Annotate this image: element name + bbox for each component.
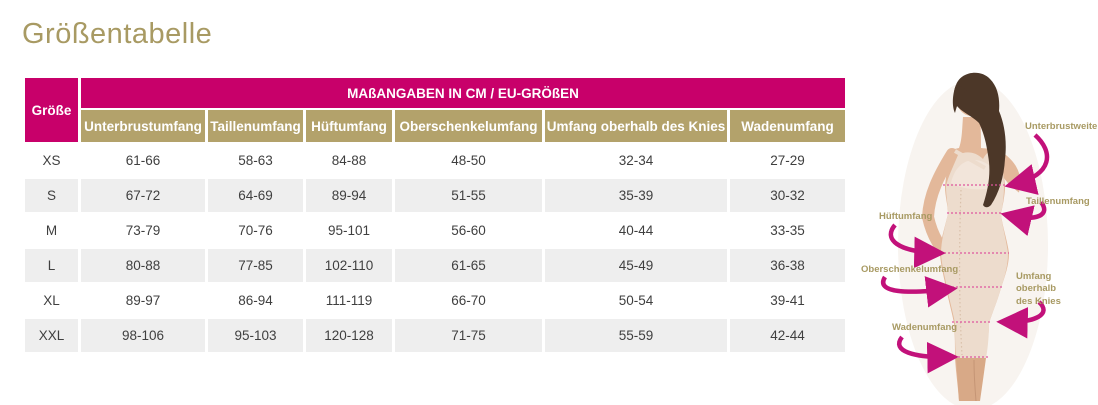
figure-label-hueftumfang: Hüftumfang: [879, 211, 933, 222]
measurement-cell: 66-70: [395, 284, 542, 317]
measurement-cell: 67-72: [81, 179, 205, 212]
measurement-cell: 111-119: [306, 284, 392, 317]
figure-label-wadenumfang: Wadenumfang: [892, 322, 958, 333]
column-header: Hüftumfang: [306, 110, 392, 142]
arrow-oberhalb-knie: [996, 300, 1046, 339]
measurement-cell: 51-55: [395, 179, 542, 212]
page-title: Größentabelle: [22, 18, 213, 50]
measurement-cell: 89-97: [81, 284, 205, 317]
arrow-oberschenkel: [881, 275, 958, 308]
figure-label-unterbrustweite: Unterbrustweite: [1025, 121, 1098, 132]
measurement-cell: 89-94: [306, 179, 392, 212]
arrow-unterbrustweite: [1004, 133, 1050, 195]
size-label: M: [25, 214, 78, 247]
measurement-cell: 98-106: [81, 319, 205, 352]
size-table: Größe MAßANGABEN IN CM / EU-GRÖßEN Unter…: [22, 76, 848, 354]
table-row: XL 89-97 86-94 111-119 66-70 50-54 39-41: [25, 284, 845, 317]
size-column-header: Größe: [25, 78, 78, 142]
arrow-taillenumfang: [1000, 200, 1047, 236]
measurement-cell: 35-39: [545, 179, 727, 212]
arrow-hueftumfang: [888, 223, 946, 269]
bra-cup: [951, 159, 1001, 190]
woman-measurement-illustration: [881, 72, 1050, 405]
figure-label-oberschenkelumfang: Oberschenkelumfang: [861, 264, 959, 275]
measurement-cell: 33-35: [730, 214, 845, 247]
measurement-cell: 27-29: [730, 144, 845, 177]
table-row: S 67-72 64-69 89-94 51-55 35-39 30-32: [25, 179, 845, 212]
measurement-cell: 61-66: [81, 144, 205, 177]
figure-label-taillenumfang: Taillenumfang: [1026, 196, 1090, 207]
measurement-cell: 58-63: [208, 144, 303, 177]
measurement-cell: 39-41: [730, 284, 845, 317]
table-row: XS 61-66 58-63 84-88 48-50 32-34 27-29: [25, 144, 845, 177]
measurements-group-header: MAßANGABEN IN CM / EU-GRÖßEN: [81, 78, 845, 108]
measurement-cell: 50-54: [545, 284, 727, 317]
measurement-cell: 102-110: [306, 249, 392, 282]
measurement-cell: 40-44: [545, 214, 727, 247]
column-header-row: Unterbrustumfang Taillenumfang Hüftumfang O…: [25, 110, 845, 142]
size-label: XL: [25, 284, 78, 317]
table-row: M 73-79 70-76 95-101 56-60 40-44 33-35: [25, 214, 845, 247]
column-header: Wadenumfang: [730, 110, 845, 142]
column-header: Umfang oberhalb des Knies: [545, 110, 727, 142]
size-label: XS: [25, 144, 78, 177]
measurement-cell: 73-79: [81, 214, 205, 247]
measurement-cell: 61-65: [395, 249, 542, 282]
measurement-cell: 84-88: [306, 144, 392, 177]
size-label: XXL: [25, 319, 78, 352]
measurement-cell: 42-44: [730, 319, 845, 352]
column-header: Unterbrustumfang: [81, 110, 205, 142]
measurement-cell: 95-101: [306, 214, 392, 247]
measurement-cell: 120-128: [306, 319, 392, 352]
garment-seam: [959, 189, 963, 356]
figure-label-umfang-oberhalb-des-knies: Umfang oberhalb des Knies: [1016, 271, 1061, 307]
measurement-cell: 30-32: [730, 179, 845, 212]
measurement-cell: 95-103: [208, 319, 303, 352]
bra-strap: [954, 149, 986, 170]
size-guide-figure: Unterbrustweite Taillenumfang Hüftumfang Ob…: [855, 55, 1098, 405]
hair-fringe: [952, 85, 967, 113]
size-table-body: XS 61-66 58-63 84-88 48-50 32-34 27-29 S 67-72 64…: [25, 144, 845, 352]
leg-split-line: [973, 359, 977, 402]
table-row: XXL 98-106 95-103 120-128 71-75 55-59 42-44: [25, 319, 845, 352]
column-header: Taillenumfang: [208, 110, 303, 142]
measurement-cell: 32-34: [545, 144, 727, 177]
size-label: L: [25, 249, 78, 282]
measurement-cell: 45-49: [545, 249, 727, 282]
measurement-cell: 80-88: [81, 249, 205, 282]
measurement-cell: 36-38: [730, 249, 845, 282]
measurement-cell: 70-76: [208, 214, 303, 247]
measurement-cell: 48-50: [395, 144, 542, 177]
measurement-cell: 64-69: [208, 179, 303, 212]
measurement-cell: 86-94: [208, 284, 303, 317]
size-label: S: [25, 179, 78, 212]
measurement-cell: 71-75: [395, 319, 542, 352]
measurement-cell: 55-59: [545, 319, 727, 352]
column-header: Oberschenkelumfang: [395, 110, 542, 142]
lower-legs: [956, 358, 986, 401]
arrow-wadenumfang: [897, 335, 959, 374]
hair: [953, 72, 1006, 208]
measurement-cell: 77-85: [208, 249, 303, 282]
measurement-cell: 56-60: [395, 214, 542, 247]
table-row: L 80-88 77-85 102-110 61-65 45-49 36-38: [25, 249, 845, 282]
